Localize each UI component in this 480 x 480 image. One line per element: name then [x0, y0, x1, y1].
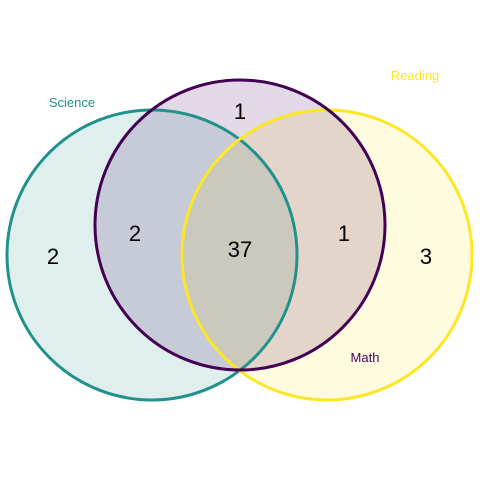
- math-circle-fill: [95, 80, 385, 370]
- all-three-count: 37: [228, 237, 252, 262]
- reading-only-count: 3: [420, 244, 432, 269]
- science-set-label: Science: [49, 95, 95, 110]
- reading-set-label: Reading: [391, 68, 439, 83]
- math-reading-count: 1: [338, 221, 350, 246]
- science-math-count: 2: [129, 221, 141, 246]
- reading-circle-fill: [182, 110, 472, 400]
- math-set-label: Math: [351, 350, 380, 365]
- science-only-count: 2: [47, 244, 59, 269]
- math-circle-outline: [93, 78, 387, 372]
- science-circle-fill: [7, 110, 297, 400]
- math-only-count: 1: [234, 99, 246, 124]
